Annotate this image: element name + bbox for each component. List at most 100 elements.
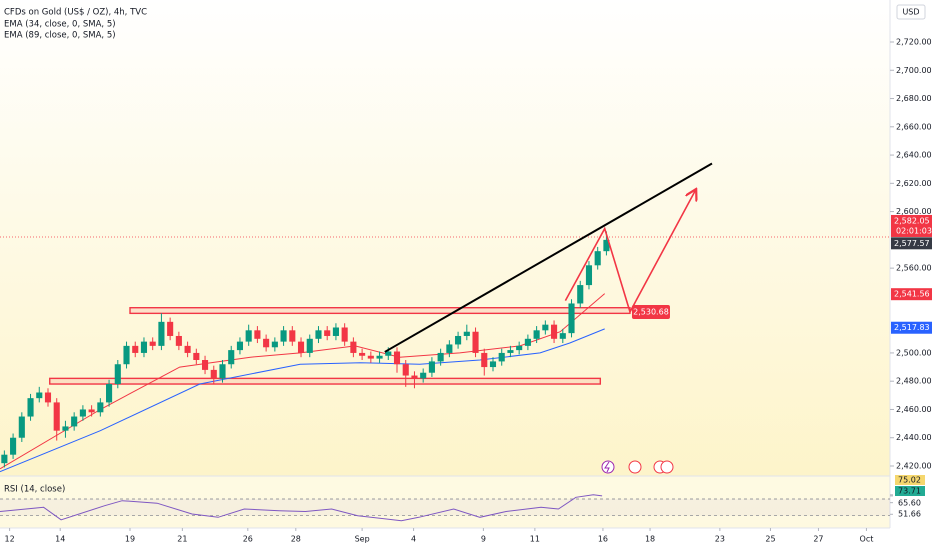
y-tick-label: 2,480.00 [896,377,932,386]
candle-body [393,351,401,365]
candle-body [446,344,453,353]
candle-body [132,345,139,353]
candle-body [402,364,409,376]
candle-body [585,265,593,286]
rsi-label-box [895,509,925,519]
candle-body [367,355,374,359]
candle-body [53,402,60,431]
candle-body [228,350,235,365]
candle-body [341,327,348,342]
y-tick-label: 2,620.00 [896,179,932,188]
candle-body [455,335,462,345]
x-tick-label: 18 [645,535,655,544]
candle-body [36,392,43,399]
candle-body [489,361,497,368]
projection-label-box [631,304,670,319]
projection-label: 2,530.68 [633,307,669,316]
x-tick-label: 19 [125,535,135,544]
time-axis [0,528,890,550]
zone [129,307,631,315]
candle-body [62,426,69,431]
y-tick-label: 2,500.00 [896,348,932,357]
candle-body [88,409,95,413]
rsi-band [0,499,890,516]
candle-body [245,330,252,342]
candle-body [167,321,174,336]
candle-body [184,345,191,353]
price-label-box [891,321,932,334]
currency-button[interactable] [896,4,926,20]
price-label-box [891,214,932,237]
candle-body [10,437,17,455]
candle-body [359,352,366,356]
candle-body [472,331,479,353]
x-tick-label: Sep [355,535,370,544]
candle-body [603,239,610,252]
candle-body [1,454,8,464]
candle-body [315,330,322,339]
candle-body [254,330,261,339]
price-label: 2,517.83 [894,323,930,332]
candle-body [289,330,296,342]
candle-body [193,352,200,360]
x-tick-label: 9 [481,535,486,544]
candle-body [236,341,244,351]
rsi-line [0,494,603,522]
candle-body [297,341,305,353]
rsi-label: 51.66 [898,510,921,519]
candle-body [385,351,392,356]
ema-line [0,328,605,473]
candle-body [71,416,78,427]
y-tick-label: 2,640.00 [896,151,932,160]
x-tick-label: 12 [5,535,15,544]
price-label-box [891,237,932,250]
candle-body [463,331,470,336]
candle-body [428,361,435,373]
x-tick-label: 26 [243,535,253,544]
candle-body [516,345,523,351]
rsi-pane [0,476,890,528]
x-tick-label: 23 [715,535,725,544]
candle-body [568,303,575,334]
candle-body [481,352,488,368]
legend-ema: EMA (34, close, 0, SMA, 5) [4,20,116,30]
x-tick-label: 28 [291,535,301,544]
candle-body [114,364,121,385]
candle-body [106,384,113,403]
x-tick-label: 27 [813,535,823,544]
price-countdown: 02:01:03 [896,226,932,235]
candle-body [210,369,217,379]
candle-body [332,327,339,336]
rsi-title: RSI (14, close) [4,485,65,495]
rsi-label-box [895,475,925,485]
candle-body [27,398,34,417]
plot-background [0,0,890,528]
candle-body [140,341,148,353]
price-axis [890,0,932,550]
y-tick-label: 2,700.00 [896,66,932,75]
candle-body [498,352,505,362]
candle-body [507,350,514,353]
candle-body [263,338,270,348]
candle-body [271,341,278,348]
y-tick-label: 2,720.00 [896,38,932,47]
price-label-box [891,288,932,301]
candle-body [559,333,566,339]
candle-body [551,324,558,339]
candle-body [79,409,86,417]
y-tick-label: 2,460.00 [896,405,932,414]
candle-body [350,341,357,353]
candle-body [324,330,331,336]
candle-body [542,324,549,331]
candle-body [201,360,209,370]
trendline [384,162,713,353]
candle-body [437,352,444,362]
y-tick-label: 2,420.00 [896,462,932,471]
candle-body [97,402,104,413]
candle-body [219,364,226,379]
price-label: 2,577.57 [894,239,930,248]
candle-body [376,355,383,359]
candle-body [411,375,418,379]
legend-ema: EMA (89, close, 0, SMA, 5) [4,31,116,41]
